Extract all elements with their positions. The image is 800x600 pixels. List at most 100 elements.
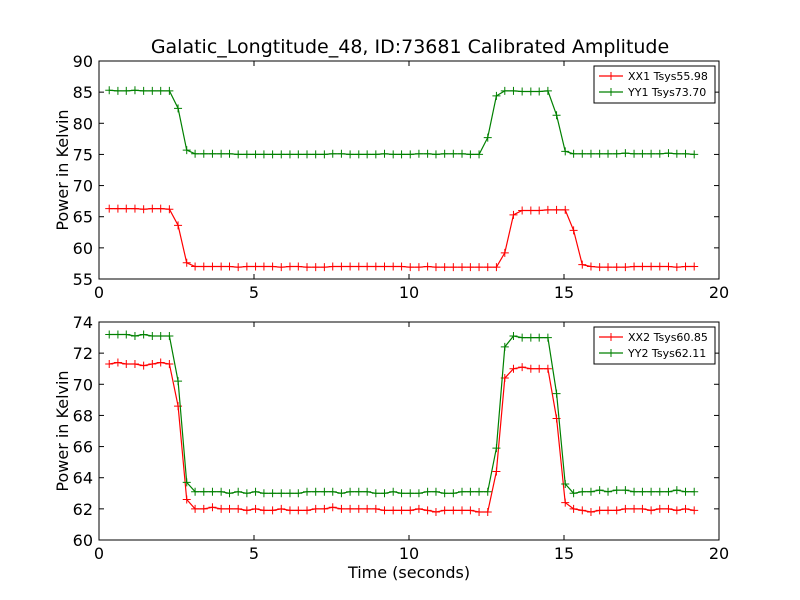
data-point-marker [165, 205, 174, 214]
legend-box [593, 326, 716, 365]
data-point-marker [535, 364, 544, 373]
data-point-marker [595, 486, 604, 495]
y-tick-label: 64 [73, 469, 93, 488]
data-point-marker [449, 149, 458, 158]
data-point-marker [328, 487, 337, 496]
data-point-marker [449, 506, 458, 515]
data-point-marker [483, 507, 492, 516]
data-point-marker [543, 205, 552, 214]
data-point-marker [509, 210, 518, 219]
data-point-marker [475, 487, 484, 496]
data-point-marker [664, 149, 673, 158]
data-point-marker [165, 360, 174, 369]
data-point-marker [268, 489, 277, 498]
data-point-marker [647, 262, 656, 271]
y-tick-label: 60 [73, 531, 93, 550]
data-point-marker [122, 204, 131, 213]
data-point-marker [672, 486, 681, 495]
data-point-marker [604, 487, 613, 496]
data-point-marker [105, 204, 114, 213]
legend-marker [607, 349, 615, 357]
data-point-marker [672, 506, 681, 515]
data-point-marker [148, 204, 157, 213]
data-point-marker [285, 489, 294, 498]
data-point-marker [130, 204, 139, 213]
data-point-marker [518, 206, 527, 215]
data-point-marker [217, 487, 226, 496]
data-point-marker [337, 504, 346, 513]
data-point-marker [294, 489, 303, 498]
data-point-marker [320, 504, 329, 513]
data-point-marker [561, 479, 570, 488]
data-point-marker [466, 150, 475, 159]
legend-marker [607, 72, 615, 80]
y-tick-label: 68 [73, 406, 93, 425]
data-point-marker [449, 489, 458, 498]
data-point-marker [672, 149, 681, 158]
data-point-marker [346, 487, 355, 496]
data-point-marker [672, 263, 681, 272]
data-point-marker [199, 504, 208, 513]
data-point-marker [311, 487, 320, 496]
data-point-marker [604, 263, 613, 272]
data-point-marker [449, 263, 458, 272]
data-point-marker [483, 487, 492, 496]
data-point-marker [311, 263, 320, 272]
data-point-marker [294, 150, 303, 159]
data-point-marker [440, 149, 449, 158]
x-tick-label: 10 [399, 283, 419, 302]
data-point-marker [139, 205, 148, 214]
data-point-marker [346, 150, 355, 159]
data-point-marker [113, 358, 122, 367]
x-tick-label: 0 [94, 283, 104, 302]
data-point-marker [174, 377, 183, 386]
data-point-marker [122, 330, 131, 339]
y-axis-label: Power in Kelvin [53, 370, 72, 491]
data-point-marker [595, 263, 604, 272]
y-tick-label: 70 [73, 177, 93, 196]
plot-1: 0 5 10 15 20 55 60 65 70 75 80 85 90 Power in Kelvin X… [53, 52, 729, 302]
data-point-marker [311, 150, 320, 159]
data-point-marker [182, 258, 191, 267]
data-point-marker [414, 149, 423, 158]
y-tick-label: 80 [73, 114, 93, 133]
data-point-marker [371, 489, 380, 498]
data-point-marker [217, 149, 226, 158]
legend-label: XX1 Tsys55.98 [628, 70, 708, 83]
data-point-marker [208, 149, 217, 158]
data-point-marker [251, 262, 260, 271]
data-point-marker [647, 487, 656, 496]
data-point-marker [156, 204, 165, 213]
data-point-marker [431, 150, 440, 159]
data-point-marker [569, 149, 578, 158]
data-point-marker [371, 150, 380, 159]
data-point-marker [259, 506, 268, 515]
data-point-marker [638, 262, 647, 271]
data-point-marker [690, 487, 699, 496]
data-point-marker [414, 263, 423, 272]
data-point-marker [113, 86, 122, 95]
data-point-marker [500, 86, 509, 95]
data-point-marker [638, 149, 647, 158]
data-point-marker [251, 150, 260, 159]
y-axis-label: Power in Kelvin [53, 109, 72, 230]
data-point-marker [509, 332, 518, 341]
data-point-marker [277, 150, 286, 159]
data-point-marker [389, 487, 398, 496]
data-point-marker [423, 506, 432, 515]
data-point-marker [466, 506, 475, 515]
data-point-marker [543, 86, 552, 95]
data-point-marker [380, 506, 389, 515]
data-point-marker [225, 149, 234, 158]
data-point-marker [354, 487, 363, 496]
data-point-marker [337, 262, 346, 271]
data-point-marker [389, 506, 398, 515]
data-point-marker [552, 205, 561, 214]
data-point-marker [621, 504, 630, 513]
data-point-marker [492, 263, 501, 272]
data-point-marker [380, 262, 389, 271]
data-point-marker [320, 263, 329, 272]
data-point-marker [595, 506, 604, 515]
data-point-marker [259, 150, 268, 159]
data-point-marker [578, 506, 587, 515]
